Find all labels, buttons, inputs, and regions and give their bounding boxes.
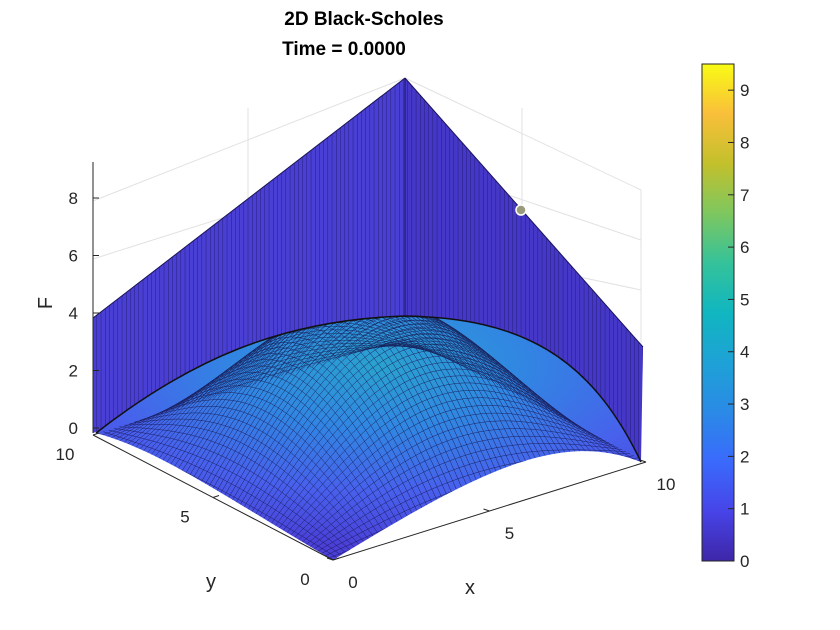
mesh-line bbox=[364, 340, 605, 476]
data-tip-marker[interactable] bbox=[515, 204, 527, 216]
z-tick-label: 4 bbox=[69, 304, 78, 323]
z-axis-label: F bbox=[35, 297, 57, 309]
y-tick-mark bbox=[92, 432, 100, 436]
x-tick-label: 0 bbox=[348, 573, 357, 592]
mesh-line bbox=[385, 343, 626, 469]
y-tick-label: 0 bbox=[300, 570, 309, 589]
colorbar-tick-label: 8 bbox=[740, 133, 749, 152]
mesh-line bbox=[132, 329, 447, 456]
y-tick-label: 10 bbox=[56, 445, 75, 464]
colorbar-tick-label: 9 bbox=[740, 81, 749, 100]
colorbar-tick-label: 3 bbox=[740, 395, 749, 414]
colorbar-tick-label: 2 bbox=[740, 447, 749, 466]
z-axis: 0 2 4 6 8 F bbox=[35, 162, 99, 438]
z-tick-label: 6 bbox=[69, 247, 78, 266]
colorbar-tick-label: 0 bbox=[740, 552, 749, 571]
x-tick-mark bbox=[639, 459, 647, 463]
x-tick-label: 5 bbox=[505, 524, 514, 543]
mesh-line bbox=[400, 338, 641, 464]
x-tick-label: 10 bbox=[657, 475, 676, 494]
colorbar-tick-label: 7 bbox=[740, 186, 749, 205]
x-axis-label: x bbox=[465, 577, 475, 599]
colorbar-tick-label: 1 bbox=[740, 500, 749, 519]
y-axis-label: y bbox=[206, 571, 216, 593]
mesh-line bbox=[128, 333, 443, 454]
colorbar: 0 1 2 3 4 5 6 7 8 9 bbox=[701, 63, 749, 571]
mesh-line bbox=[374, 345, 615, 472]
y-tick-label: 5 bbox=[180, 508, 189, 527]
mesh-line bbox=[358, 337, 600, 477]
z-tick-label: 0 bbox=[69, 419, 78, 438]
colorbar-tick-label: 4 bbox=[740, 343, 749, 362]
x-tick-mark bbox=[483, 508, 490, 512]
y-tick-mark bbox=[212, 495, 220, 498]
z-tick-label: 2 bbox=[69, 362, 78, 381]
colorbar-tick-label: 6 bbox=[740, 238, 749, 257]
x-tick-mark bbox=[326, 557, 334, 561]
x-axis: 0 5 10 x bbox=[326, 459, 676, 599]
surface-dome bbox=[95, 315, 642, 560]
y-axis: 0 5 10 y bbox=[56, 432, 340, 593]
chart-title: 2D Black-Scholes bbox=[284, 9, 443, 30]
z-tick-label: 8 bbox=[69, 189, 78, 208]
mesh-line bbox=[379, 344, 621, 471]
colorbar-tick-label: 5 bbox=[740, 290, 749, 309]
mesh-line bbox=[96, 338, 411, 438]
chart-subtitle: Time = 0.0000 bbox=[282, 39, 406, 60]
